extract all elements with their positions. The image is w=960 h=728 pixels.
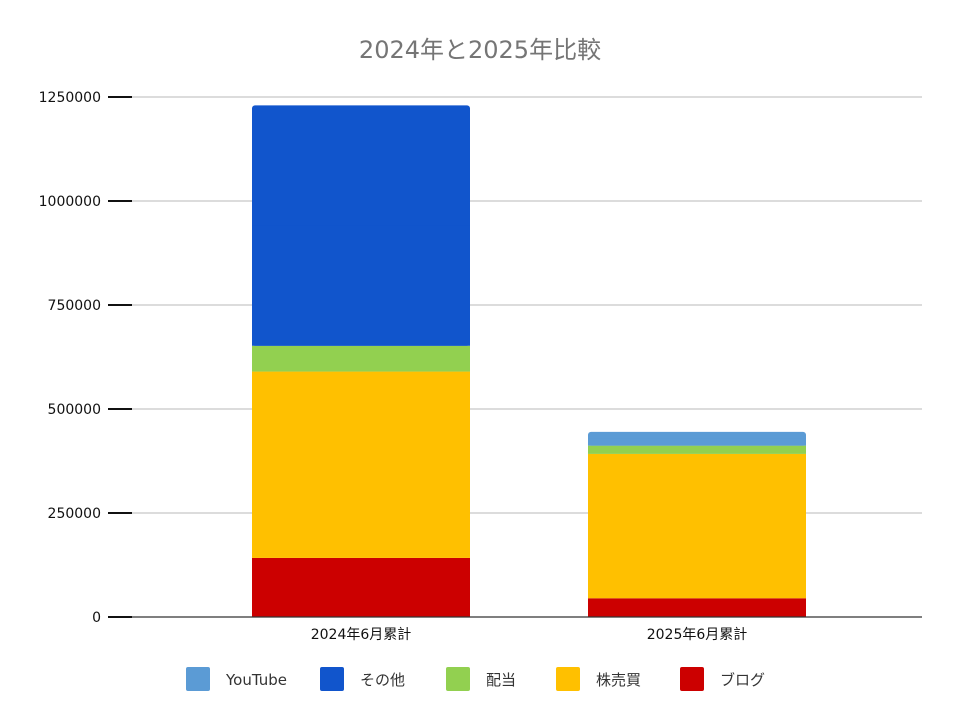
legend-swatch [680, 667, 704, 691]
legend-item: YouTube [186, 667, 287, 691]
x-tick-label: 2025年6月累計 [647, 627, 748, 643]
legend-item: ブログ [680, 667, 765, 691]
bar-segment [252, 557, 470, 617]
bar-segment [252, 371, 470, 558]
y-tick-label: 500000 [48, 402, 101, 418]
y-tick-label: 750000 [48, 298, 101, 314]
y-tick-label: 1000000 [39, 194, 101, 210]
bar-segment [588, 445, 806, 454]
legend-label: 配当 [486, 671, 516, 689]
legend-label: 株売買 [596, 671, 641, 689]
legend-swatch [446, 667, 470, 691]
y-tick-label: 1250000 [39, 90, 101, 106]
legend-swatch [186, 667, 210, 691]
bar-segment-fill [252, 225, 470, 346]
bar-segment [252, 345, 470, 372]
bars [252, 105, 806, 617]
x-axis-labels: 2024年6月累計 2025年6月累計 [311, 627, 748, 643]
legend-item: その他 [320, 667, 405, 691]
legend-item: 株売買 [556, 667, 641, 691]
bar-segment-fill [588, 438, 806, 446]
legend-swatch [320, 667, 344, 691]
legend: YouTube その他 配当 株売買 ブログ [186, 667, 765, 691]
chart-title: 2024年と2025年比較 [359, 36, 601, 64]
legend-label: その他 [360, 671, 405, 689]
bar-segment [588, 598, 806, 617]
y-tick-label: 0 [92, 610, 101, 626]
legend-label: YouTube [225, 671, 287, 689]
y-tick-label: 250000 [48, 506, 101, 522]
bar-segment [588, 453, 806, 599]
x-tick-label: 2024年6月累計 [311, 627, 412, 643]
legend-item: 配当 [446, 667, 516, 691]
legend-swatch [556, 667, 580, 691]
legend-label: ブログ [720, 671, 765, 689]
y-axis-ticks: 0 250000 500000 750000 1000000 1250000 [39, 90, 132, 626]
